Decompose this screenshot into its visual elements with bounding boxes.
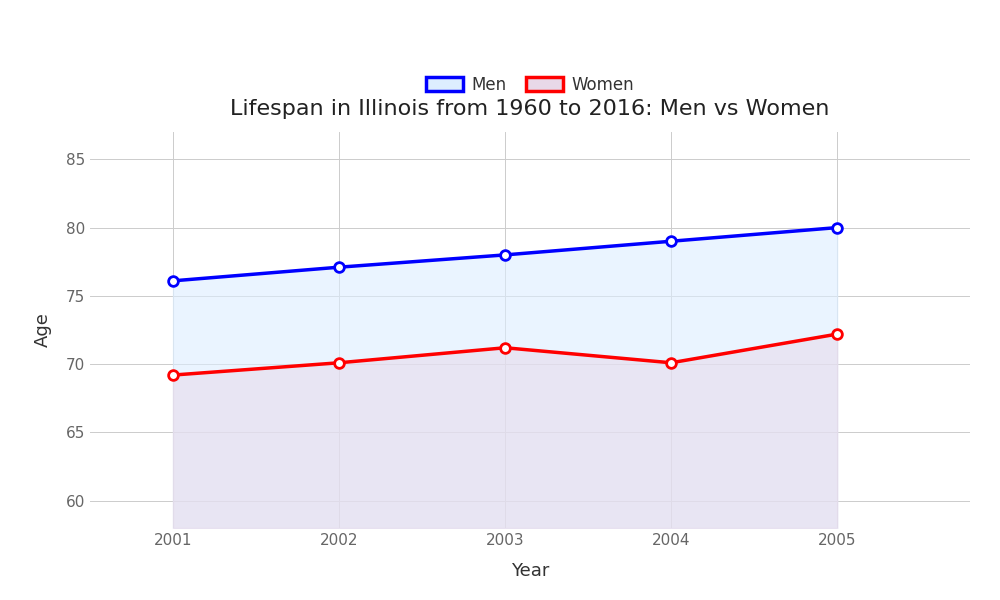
Legend: Men, Women: Men, Women <box>419 69 641 100</box>
Y-axis label: Age: Age <box>34 313 52 347</box>
X-axis label: Year: Year <box>511 562 549 580</box>
Title: Lifespan in Illinois from 1960 to 2016: Men vs Women: Lifespan in Illinois from 1960 to 2016: … <box>230 100 830 119</box>
